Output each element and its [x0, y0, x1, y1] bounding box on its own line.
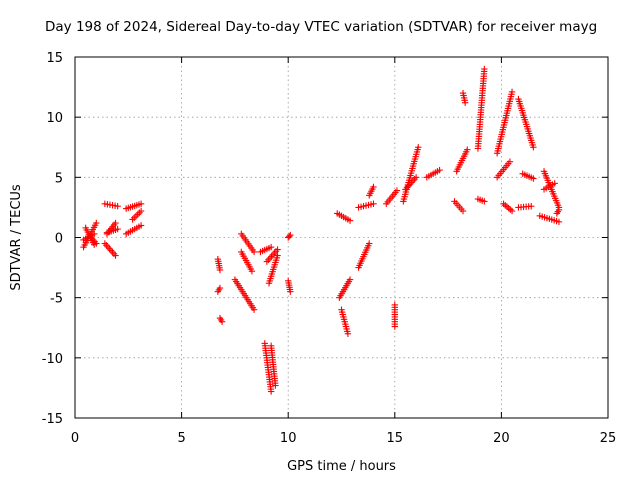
data-point — [481, 65, 488, 73]
y-tick-label: -5 — [50, 292, 63, 307]
data-point — [464, 146, 471, 153]
data-point — [528, 203, 535, 210]
data-point — [137, 200, 145, 208]
data-point — [530, 144, 537, 151]
data-points — [80, 65, 563, 395]
data-point — [555, 218, 563, 226]
x-tick-label: 5 — [177, 431, 185, 446]
data-point — [112, 252, 119, 259]
data-point — [286, 233, 293, 240]
data-point — [137, 222, 145, 229]
x-tick-label: 25 — [600, 431, 617, 446]
data-point — [248, 267, 256, 275]
data-point — [508, 88, 516, 96]
x-axis-label: GPS time / hours — [287, 459, 396, 474]
y-tick-labels: -15 -10 -5 0 5 10 15 — [42, 51, 63, 427]
data-point — [551, 180, 558, 187]
data-point — [555, 206, 563, 214]
data-point — [436, 166, 443, 174]
data-point — [366, 240, 373, 247]
data-point — [216, 266, 224, 274]
x-tick-label: 15 — [387, 431, 404, 446]
data-point — [481, 198, 488, 205]
data-point — [287, 288, 294, 295]
data-point — [112, 219, 119, 227]
data-point — [267, 388, 275, 395]
data-point — [216, 284, 224, 292]
x-tick-labels: 0 5 10 15 20 25 — [71, 431, 616, 446]
data-point — [250, 306, 258, 313]
y-tick-label: -10 — [42, 352, 63, 367]
data-point — [287, 231, 294, 239]
data-point — [393, 187, 401, 194]
data-point — [506, 158, 514, 165]
data-point — [274, 246, 281, 253]
data-point — [346, 276, 354, 283]
data-point — [370, 200, 377, 208]
y-tick-label: 5 — [55, 171, 63, 186]
data-point — [412, 174, 420, 181]
data-point — [90, 230, 98, 238]
axis-ticks — [74, 56, 609, 419]
x-tick-label: 10 — [280, 431, 297, 446]
data-point — [272, 382, 279, 389]
data-point — [93, 240, 100, 247]
chart-title: Day 198 of 2024, Sidereal Day-to-day VTE… — [45, 19, 597, 35]
data-point — [346, 217, 354, 224]
y-axis-label: SDTVAR / TECUs — [9, 184, 24, 291]
data-point — [459, 207, 467, 215]
data-point — [530, 175, 537, 182]
data-point — [344, 330, 352, 337]
data-point — [415, 144, 422, 151]
data-point — [267, 243, 275, 251]
x-tick-label: 0 — [71, 431, 79, 446]
x-tick-label: 20 — [493, 431, 510, 446]
data-point — [391, 323, 398, 330]
y-tick-label: 0 — [55, 232, 63, 247]
data-point — [370, 183, 377, 191]
data-point — [137, 207, 145, 215]
y-tick-label: 15 — [46, 51, 63, 66]
data-point — [250, 248, 258, 256]
data-point — [114, 225, 121, 233]
y-tick-label: 10 — [46, 111, 63, 126]
data-point — [508, 207, 516, 215]
data-point — [461, 99, 469, 106]
data-point — [114, 203, 121, 210]
y-tick-label: -15 — [42, 412, 63, 427]
data-point — [218, 318, 226, 325]
grid — [75, 57, 608, 418]
data-point — [93, 219, 100, 227]
